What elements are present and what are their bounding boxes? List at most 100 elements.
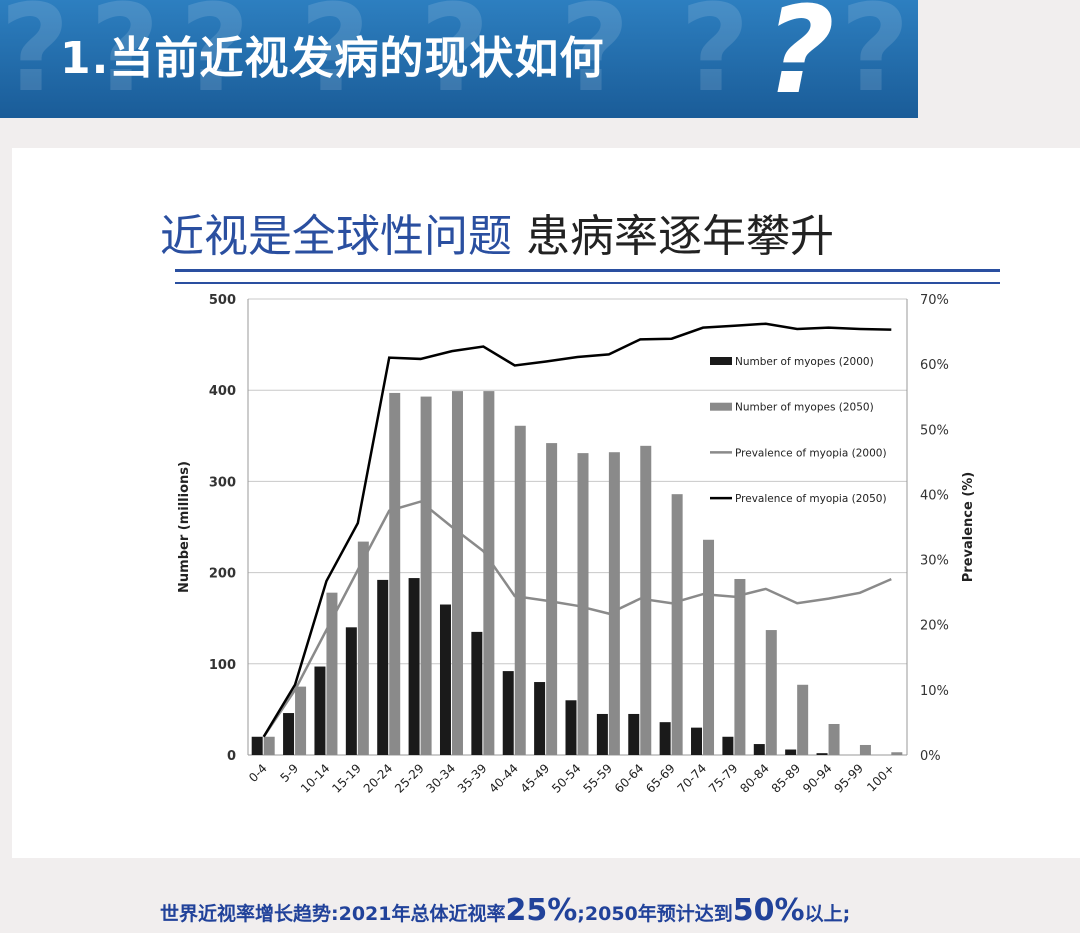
bar-2000 <box>377 579 389 755</box>
x-tick-label: 85-89 <box>769 761 804 796</box>
bar-2050 <box>451 391 463 755</box>
x-tick-label: 60-64 <box>612 761 647 796</box>
bar-2000 <box>471 631 483 755</box>
y2-tick-label: 60% <box>920 358 949 373</box>
x-tick-label: 25-29 <box>392 761 427 796</box>
bar-2000 <box>659 722 671 755</box>
footer-note: 世界近视率增长趋势:2021年总体近视率25%;2050年预计达到50%以上; <box>160 893 850 928</box>
legend-swatch <box>710 402 732 411</box>
y2-tick-label: 50% <box>920 423 949 438</box>
footer-text: ;2050年预计达到 <box>577 903 733 925</box>
bar-2000 <box>628 713 640 755</box>
bar-2050 <box>891 752 903 755</box>
y-tick-label: 100 <box>209 658 236 673</box>
y2-tick-label: 40% <box>920 488 949 503</box>
x-tick-label: 95-99 <box>831 761 866 796</box>
bar-2000 <box>691 727 703 755</box>
bar-2000 <box>251 736 263 755</box>
bar-2050 <box>546 443 558 755</box>
bar-2050 <box>765 630 777 755</box>
y2-tick-label: 0% <box>920 749 941 764</box>
bar-2000 <box>816 753 828 755</box>
bar-2050 <box>577 453 589 755</box>
legend-label: Number of myopes (2000) <box>735 356 874 368</box>
y2-tick-label: 70% <box>920 293 949 308</box>
bar-2050 <box>295 686 307 755</box>
y2-axis-title: Prevalence (%) <box>961 472 976 583</box>
line-prevalence-2000 <box>262 500 892 738</box>
bar-2050 <box>483 391 495 755</box>
bar-2000 <box>502 671 514 755</box>
footer-text: 世界近视率增长趋势:2021年总体近视率 <box>160 903 506 925</box>
y2-tick-label: 30% <box>920 554 949 569</box>
bar-2050 <box>514 425 526 755</box>
x-tick-label: 5-9 <box>277 761 301 785</box>
bar-2000 <box>283 713 295 755</box>
bar-2000 <box>439 604 451 755</box>
y-tick-label: 400 <box>209 384 236 399</box>
page-title: 1.当前近视发病的现状如何 <box>60 33 605 84</box>
x-tick-label: 40-44 <box>486 761 521 796</box>
x-tick-label: 45-49 <box>518 761 553 796</box>
x-tick-label: 35-39 <box>455 761 490 796</box>
legend-swatch <box>710 357 732 365</box>
y-tick-label: 500 <box>209 293 236 308</box>
bar-2000 <box>753 744 765 755</box>
subtitle-dark: 患病率逐年攀升 <box>526 211 834 262</box>
question-mark-icon: ? <box>765 0 835 118</box>
x-tick-label: 20-24 <box>361 761 396 796</box>
bar-2050 <box>828 723 840 755</box>
footer-text: 以上; <box>804 903 851 925</box>
bar-2050 <box>326 592 338 755</box>
bar-2050 <box>859 744 871 755</box>
y-tick-label: 0 <box>227 749 236 764</box>
legend-label: Number of myopes (2050) <box>735 402 874 414</box>
bar-2050 <box>703 539 715 755</box>
legend-label: Prevalence of myopia (2000) <box>735 447 887 459</box>
bar-2000 <box>565 700 577 755</box>
bar-2000 <box>408 578 420 755</box>
x-tick-label: 15-19 <box>329 761 364 796</box>
footer-value-2050: 50% <box>732 893 805 928</box>
slide-subtitle: 近视是全球性问题 患病率逐年攀升 <box>160 200 834 264</box>
x-tick-label: 10-14 <box>298 761 333 796</box>
divider <box>175 282 1000 284</box>
divider <box>175 269 1000 272</box>
bar-2000 <box>596 713 608 755</box>
x-tick-label: 75-79 <box>706 761 741 796</box>
x-tick-label: 55-59 <box>580 761 615 796</box>
x-tick-label: 90-94 <box>800 761 835 796</box>
legend-label: Prevalence of myopia (2050) <box>735 493 887 505</box>
bar-2050 <box>263 736 275 755</box>
footer-value-2021: 25% <box>505 893 578 928</box>
bar-2000 <box>345 627 357 755</box>
header-banner: ???????? 1.当前近视发病的现状如何 ? <box>0 0 918 118</box>
bar-2050 <box>389 392 401 755</box>
bar-2000 <box>785 749 797 755</box>
bar-2050 <box>608 452 620 755</box>
bar-2050 <box>797 684 809 755</box>
y-tick-label: 200 <box>209 567 236 582</box>
x-tick-label: 0-4 <box>246 761 270 785</box>
y-tick-label: 300 <box>209 475 236 490</box>
bar-2050 <box>734 578 746 755</box>
x-tick-label: 80-84 <box>737 761 772 796</box>
bar-2050 <box>357 541 369 755</box>
x-tick-label: 50-54 <box>549 761 584 796</box>
bar-2000 <box>314 666 326 755</box>
x-tick-label: 65-69 <box>643 761 678 796</box>
y-axis-title: Number (millions) <box>177 461 192 593</box>
bar-2000 <box>534 682 546 755</box>
bar-2050 <box>671 494 683 755</box>
x-tick-label: 70-74 <box>675 761 710 796</box>
bar-2050 <box>420 396 432 755</box>
x-tick-label: 100+ <box>864 761 897 794</box>
subtitle-blue: 近视是全球性问题 <box>160 211 512 262</box>
slide-card <box>12 148 1080 858</box>
bar-2000 <box>722 736 734 755</box>
x-tick-label: 30-34 <box>424 761 459 796</box>
y2-tick-label: 20% <box>920 619 949 634</box>
line-prevalence-2050 <box>262 322 892 738</box>
y2-tick-label: 10% <box>920 684 949 699</box>
